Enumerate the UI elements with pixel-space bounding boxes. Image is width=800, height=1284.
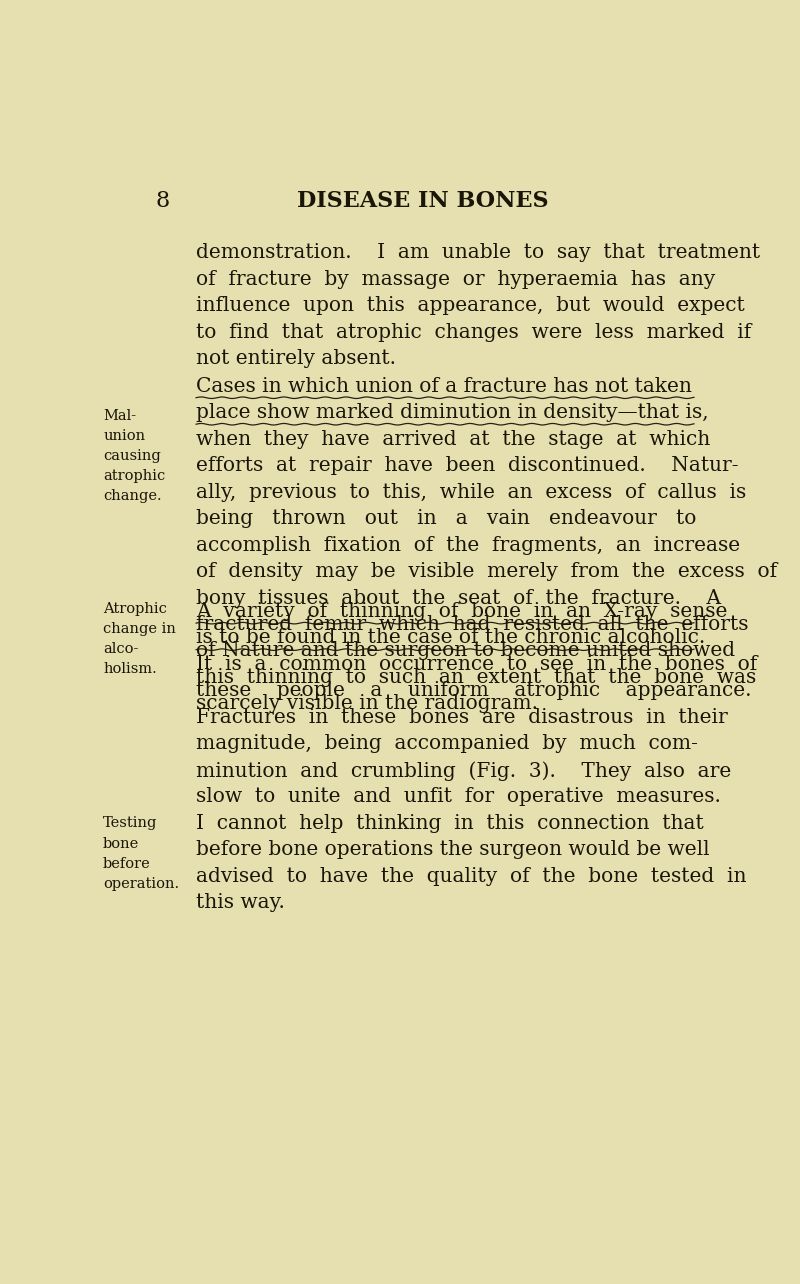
Text: scarcely visible in the radiogram.: scarcely visible in the radiogram. — [196, 695, 538, 714]
Text: 8: 8 — [156, 190, 170, 212]
Text: advised  to  have  the  quality  of  the  bone  tested  in: advised to have the quality of the bone … — [196, 867, 746, 886]
Text: I  cannot  help  thinking  in  this  connection  that: I cannot help thinking in this connectio… — [196, 814, 704, 833]
Text: minution  and  crumbling  (Fig.  3).    They  also  are: minution and crumbling (Fig. 3). They al… — [196, 761, 731, 781]
Text: before bone operations the surgeon would be well: before bone operations the surgeon would… — [196, 841, 710, 859]
Text: Cases in which union of a fracture has not taken: Cases in which union of a fracture has n… — [196, 376, 692, 395]
Text: Fractures  in  these  bones  are  disastrous  in  their: Fractures in these bones are disastrous … — [196, 707, 728, 727]
Text: slow  to  unite  and  unfit  for  operative  measures.: slow to unite and unfit for operative me… — [196, 787, 721, 806]
Text: It  is  a  common  occurrence  to  see  in  the  bones  of: It is a common occurrence to see in the … — [196, 655, 758, 674]
Text: of Nature and the surgeon to become united showed: of Nature and the surgeon to become unit… — [196, 642, 735, 660]
Text: ally,  previous  to  this,  while  an  excess  of  callus  is: ally, previous to this, while an excess … — [196, 483, 746, 502]
Text: efforts  at  repair  have  been  discontinued.    Natur-: efforts at repair have been discontinued… — [196, 456, 738, 475]
Text: to  find  that  atrophic  changes  were  less  marked  if: to find that atrophic changes were less … — [196, 322, 751, 342]
Text: Mal-
union
causing
atrophic
change.: Mal- union causing atrophic change. — [103, 410, 166, 503]
Text: demonstration.    I  am  unable  to  say  that  treatment: demonstration. I am unable to say that t… — [196, 243, 760, 262]
Text: A  variety  of  thinning  of  bone  in  an  X-ray  sense: A variety of thinning of bone in an X-ra… — [196, 602, 727, 621]
Text: these    people    a    uniform    atrophic    appearance.: these people a uniform atrophic appearan… — [196, 682, 752, 701]
Text: place show marked diminution in density—that is,: place show marked diminution in density—… — [196, 403, 709, 422]
Text: bony  tissues  about  the  seat  of  the  fracture.    A: bony tissues about the seat of the fract… — [196, 588, 722, 607]
Text: Atrophic
change in
alco-
holism.: Atrophic change in alco- holism. — [103, 602, 176, 677]
Text: Testing
bone
before
operation.: Testing bone before operation. — [103, 817, 179, 891]
Text: DISEASE IN BONES: DISEASE IN BONES — [297, 190, 548, 212]
Text: of  density  may  be  visible  merely  from  the  excess  of: of density may be visible merely from th… — [196, 562, 778, 580]
Text: when  they  have  arrived  at  the  stage  at  which: when they have arrived at the stage at w… — [196, 430, 710, 448]
Text: being   thrown   out   in   a   vain   endeavour   to: being thrown out in a vain endeavour to — [196, 508, 697, 528]
Text: magnitude,  being  accompanied  by  much  com-: magnitude, being accompanied by much com… — [196, 734, 698, 754]
Text: accomplish  fixation  of  the  fragments,  an  increase: accomplish fixation of the fragments, an… — [196, 535, 740, 555]
Text: of  fracture  by  massage  or  hyperaemia  has  any: of fracture by massage or hyperaemia has… — [196, 270, 715, 289]
Text: fractured  femur  which  had  resisted  all  the  efforts: fractured femur which had resisted all t… — [196, 615, 749, 634]
Text: is to be found in the case of the chronic alcoholic.: is to be found in the case of the chroni… — [196, 628, 706, 647]
Text: this way.: this way. — [196, 894, 285, 913]
Text: this  thinning  to  such  an  extent  that  the  bone  was: this thinning to such an extent that the… — [196, 668, 756, 687]
Text: influence  upon  this  appearance,  but  would  expect: influence upon this appearance, but woul… — [196, 297, 745, 315]
Text: not entirely absent.: not entirely absent. — [196, 349, 396, 369]
